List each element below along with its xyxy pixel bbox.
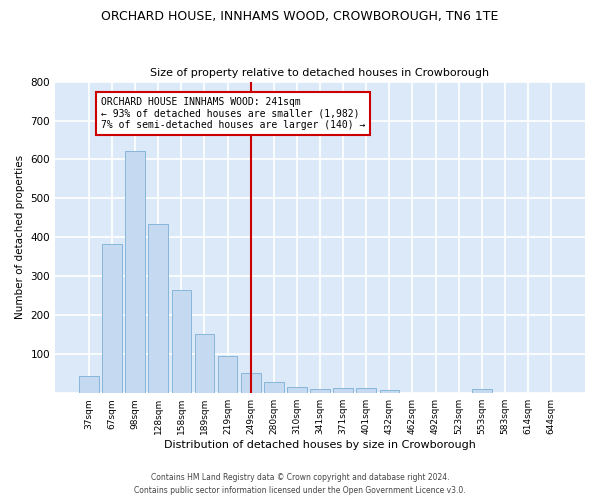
- Bar: [287, 388, 307, 393]
- Bar: [148, 224, 168, 393]
- Title: Size of property relative to detached houses in Crowborough: Size of property relative to detached ho…: [151, 68, 490, 78]
- Bar: [241, 373, 260, 393]
- Bar: [334, 388, 353, 393]
- Text: Contains HM Land Registry data © Crown copyright and database right 2024.
Contai: Contains HM Land Registry data © Crown c…: [134, 474, 466, 495]
- Bar: [172, 290, 191, 393]
- Bar: [218, 356, 238, 393]
- Bar: [79, 376, 99, 393]
- Bar: [194, 334, 214, 393]
- Y-axis label: Number of detached properties: Number of detached properties: [15, 156, 25, 320]
- Bar: [472, 390, 491, 393]
- Text: ORCHARD HOUSE, INNHAMS WOOD, CROWBOROUGH, TN6 1TE: ORCHARD HOUSE, INNHAMS WOOD, CROWBOROUGH…: [101, 10, 499, 23]
- Bar: [380, 390, 399, 393]
- Text: ORCHARD HOUSE INNHAMS WOOD: 241sqm
← 93% of detached houses are smaller (1,982)
: ORCHARD HOUSE INNHAMS WOOD: 241sqm ← 93%…: [101, 97, 365, 130]
- X-axis label: Distribution of detached houses by size in Crowborough: Distribution of detached houses by size …: [164, 440, 476, 450]
- Bar: [264, 382, 284, 393]
- Bar: [102, 244, 122, 393]
- Bar: [125, 151, 145, 393]
- Bar: [356, 388, 376, 393]
- Bar: [310, 388, 330, 393]
